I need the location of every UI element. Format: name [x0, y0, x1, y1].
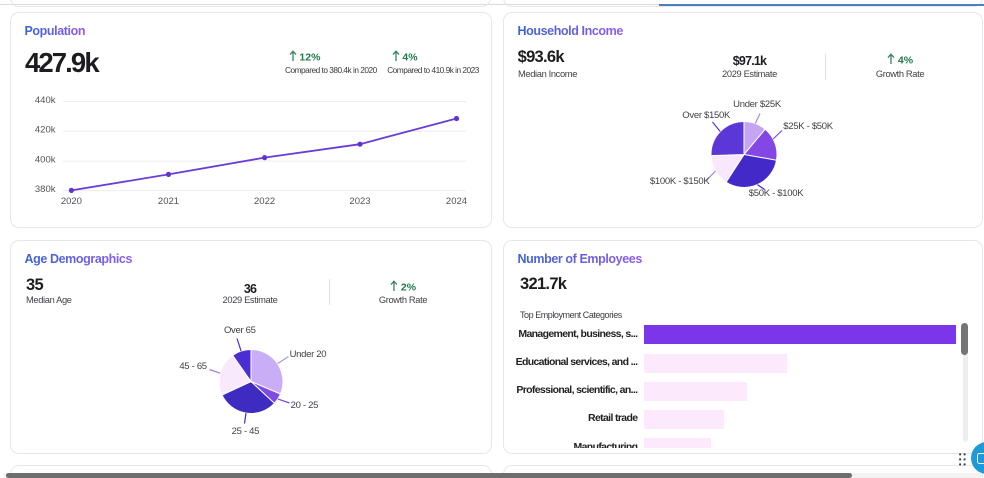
svg-text:2020: 2020 [61, 196, 82, 207]
svg-text:2023: 2023 [349, 196, 370, 207]
svg-text:2021: 2021 [158, 196, 179, 207]
svg-text:380k: 380k [35, 184, 56, 195]
svg-text:2024: 2024 [446, 196, 467, 207]
svg-text:420k: 420k [35, 125, 56, 136]
svg-text:440k: 440k [35, 95, 56, 106]
svg-text:400k: 400k [35, 154, 56, 165]
svg-text:2022: 2022 [254, 196, 275, 207]
